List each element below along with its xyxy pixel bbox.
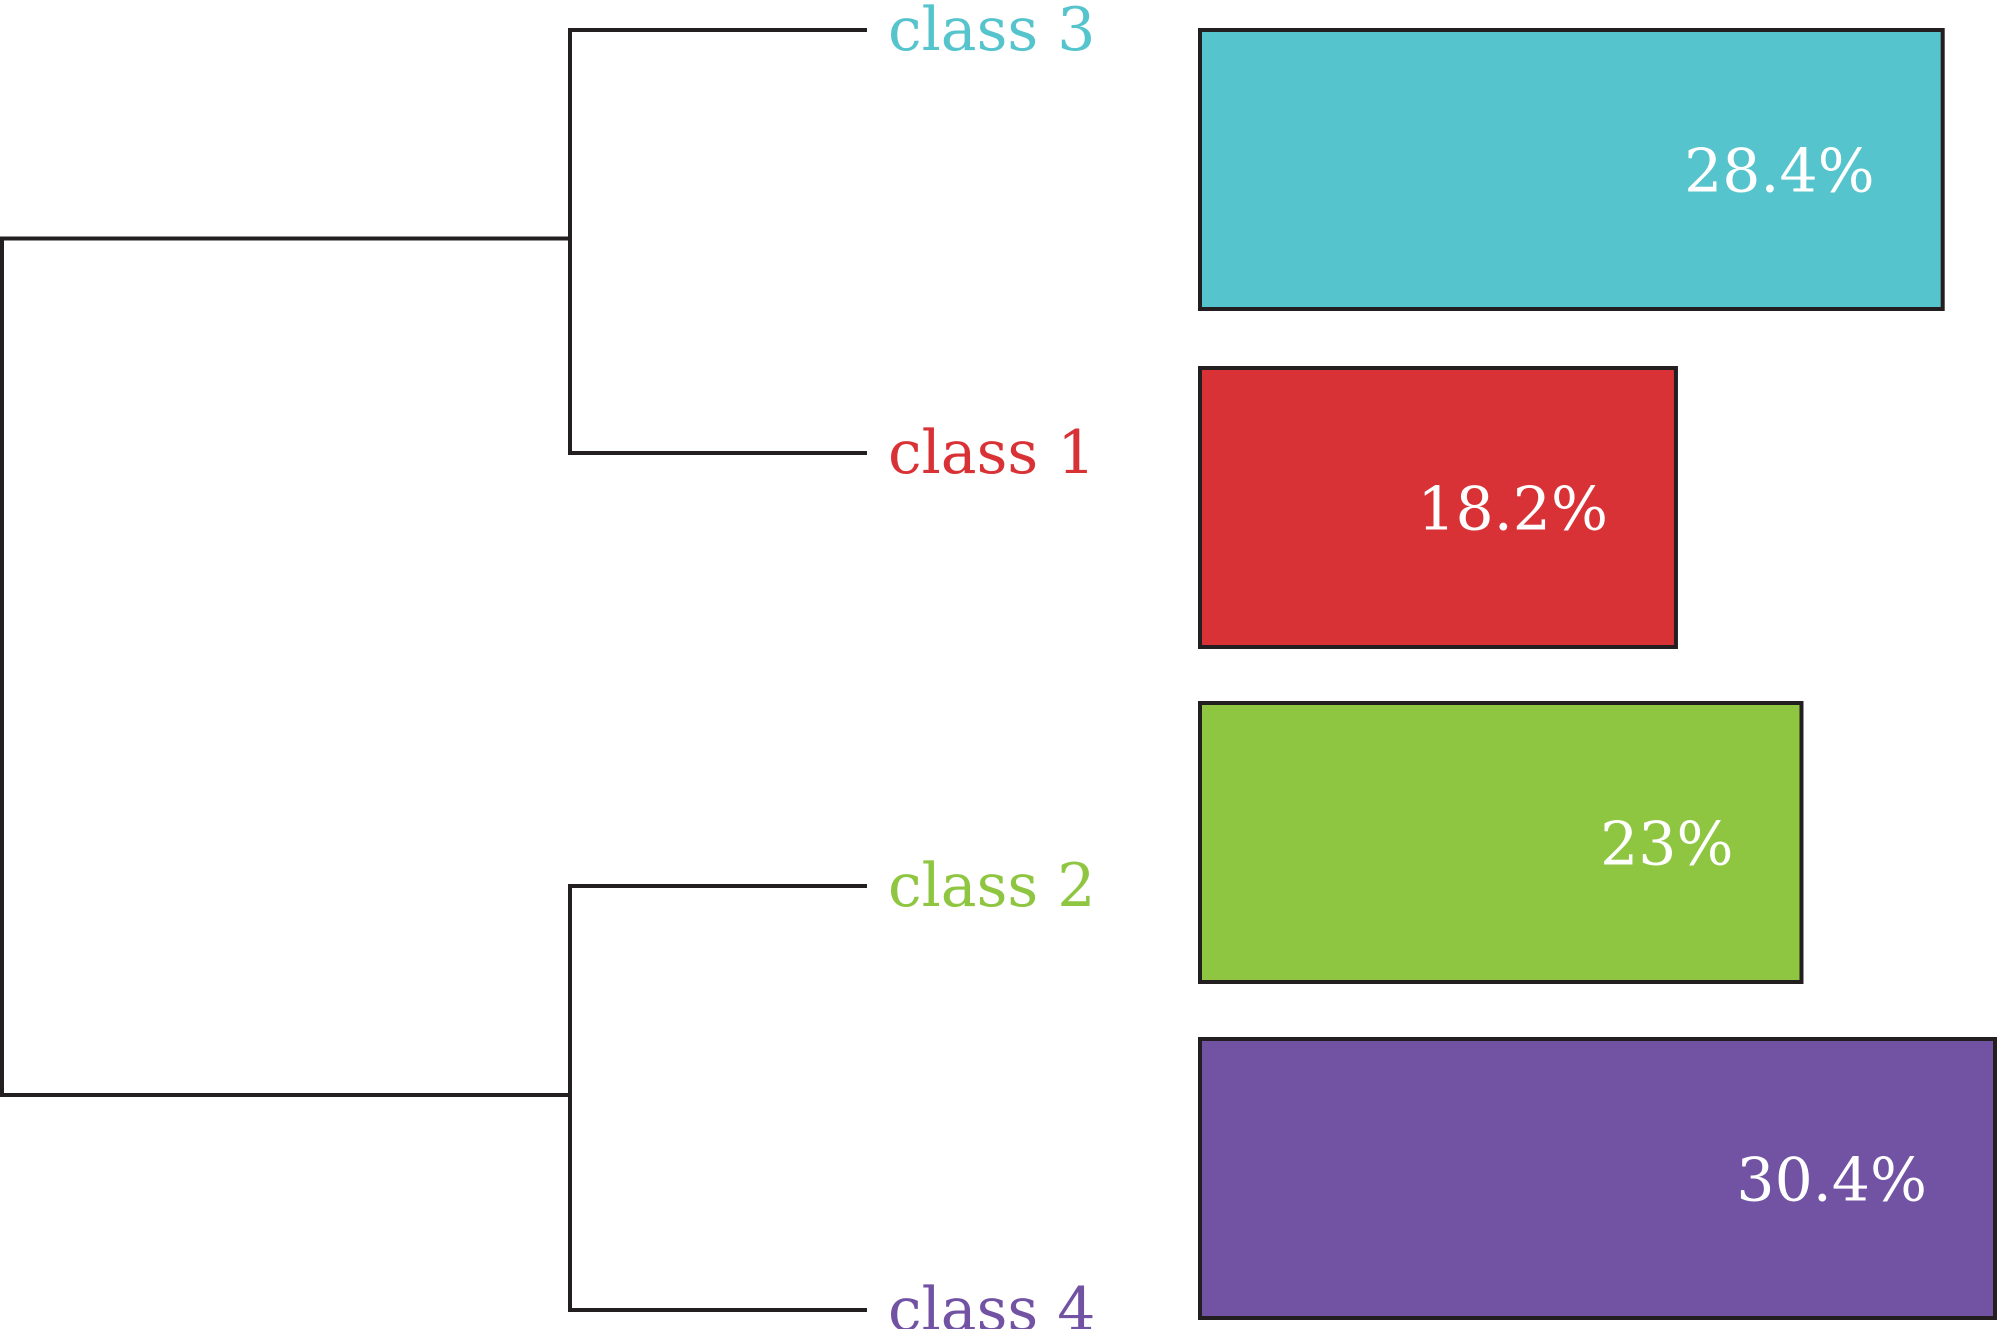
dendrogram-tree (0, 28, 867, 1312)
bar-value-label-class-1: 18.2% (1417, 475, 1608, 545)
class-labels: class 3 class 1 class 2 class 4 (888, 0, 1095, 1329)
bar-class-1 (1198, 366, 1678, 649)
bar-class-2 (1198, 701, 1804, 984)
class-label-class-2: class 2 (888, 851, 1095, 921)
bars: 28.4% 18.2% 23% 30.4% (1198, 28, 1997, 1320)
bar-value-label-class-3: 28.4% (1684, 137, 1875, 207)
class-label-class-3: class 3 (888, 0, 1095, 65)
class-label-class-4: class 4 (888, 1275, 1095, 1329)
class-label-class-1: class 1 (888, 418, 1095, 488)
bar-value-label-class-2: 23% (1600, 810, 1733, 880)
bar-class-3 (1198, 28, 1945, 311)
bar-value-label-class-4: 30.4% (1736, 1146, 1927, 1216)
bar-class-4 (1198, 1037, 1997, 1320)
